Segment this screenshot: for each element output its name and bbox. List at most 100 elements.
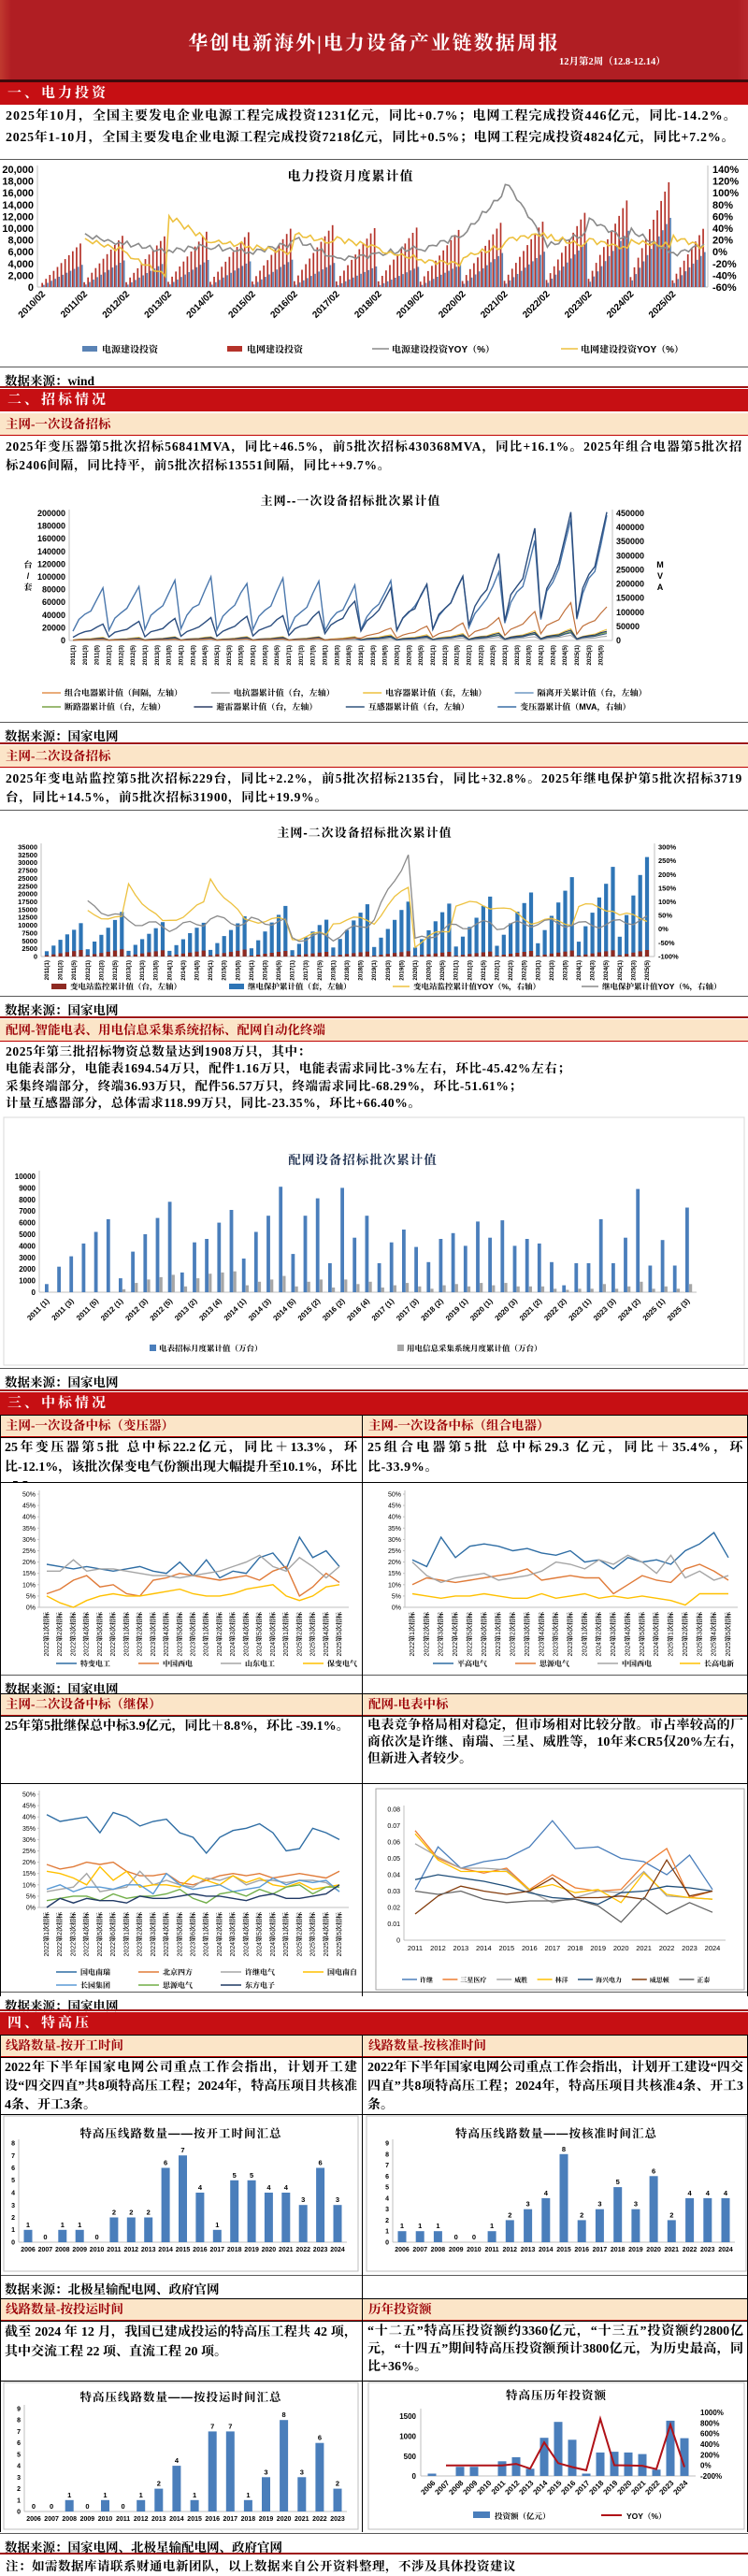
svg-text:2014: 2014	[476, 1944, 492, 1952]
svg-text:2018: 2018	[611, 2247, 626, 2253]
svg-text:8: 8	[282, 2411, 286, 2419]
svg-text:-100%: -100%	[658, 953, 679, 961]
svg-text:2015(5): 2015(5)	[238, 645, 245, 666]
svg-text:4: 4	[175, 2456, 180, 2465]
svg-text:2023(1): 2023(1)	[535, 960, 541, 981]
svg-text:8000: 8000	[19, 1196, 36, 1204]
svg-text:10%: 10%	[388, 1582, 401, 1589]
svg-text:5%: 5%	[26, 1893, 36, 1900]
svg-text:1000: 1000	[399, 2433, 416, 2441]
svg-text:0: 0	[43, 2233, 47, 2241]
svg-text:50%: 50%	[22, 1792, 36, 1799]
svg-text:180000: 180000	[37, 522, 65, 531]
svg-text:2013/02: 2013/02	[143, 289, 175, 321]
svg-text:5: 5	[233, 2171, 237, 2180]
svg-text:2010/02: 2010/02	[17, 289, 49, 321]
svg-text:2013 (4): 2013 (4)	[197, 1297, 223, 1323]
svg-text:电源建设投资: 电源建设投资	[102, 344, 159, 355]
svg-text:2017: 2017	[223, 2516, 238, 2523]
svg-text:林洋: 林洋	[555, 1977, 568, 1984]
svg-text:2014(5): 2014(5)	[194, 960, 201, 981]
svg-text:2025(1): 2025(1)	[617, 960, 624, 981]
svg-text:2023(1): 2023(1)	[502, 645, 509, 666]
svg-text:2017: 2017	[593, 2247, 608, 2253]
svg-text:2024(5): 2024(5)	[603, 960, 610, 981]
svg-text:4: 4	[266, 2183, 271, 2192]
svg-text:0: 0	[28, 282, 34, 294]
svg-text:2015(1): 2015(1)	[214, 645, 221, 666]
svg-text:2019(1): 2019(1)	[371, 960, 378, 981]
svg-text:0: 0	[396, 1938, 400, 1945]
svg-text:2013: 2013	[141, 2247, 156, 2253]
svg-text:7: 7	[385, 2163, 389, 2169]
svg-text:2010: 2010	[467, 2247, 482, 2253]
svg-text:2017 (3): 2017 (3)	[395, 1297, 421, 1323]
svg-text:2007: 2007	[44, 2516, 59, 2523]
svg-text:-200%: -200%	[700, 2472, 722, 2481]
svg-text:2011 (1): 2011 (1)	[25, 1297, 50, 1322]
svg-text:2022第2次招标: 2022第2次招标	[56, 1911, 64, 1956]
svg-text:2017(5): 2017(5)	[317, 960, 324, 981]
svg-text:2023 (1): 2023 (1)	[568, 1297, 594, 1323]
svg-text:3: 3	[385, 2207, 389, 2213]
svg-text:2: 2	[580, 2210, 583, 2219]
svg-text:2024(1): 2024(1)	[538, 645, 544, 666]
svg-text:正泰: 正泰	[697, 1977, 710, 1984]
svg-text:2024第4次招标: 2024第4次招标	[242, 1611, 250, 1656]
svg-text:2022: 2022	[643, 2479, 661, 2497]
svg-text:60000: 60000	[42, 597, 65, 607]
svg-text:120000: 120000	[37, 559, 65, 568]
svg-text:10,000: 10,000	[2, 223, 34, 235]
svg-text:2025第1次招标: 2025第1次招标	[282, 1611, 290, 1656]
svg-text:2020/02: 2020/02	[437, 289, 468, 321]
svg-text:800%: 800%	[700, 2419, 719, 2427]
svg-text:2014(3): 2014(3)	[190, 645, 196, 666]
svg-text:2013(3): 2013(3)	[139, 960, 146, 981]
svg-text:2011: 2011	[485, 2247, 499, 2253]
svg-text:变压器累计值（MVA，右轴）: 变压器累计值（MVA，右轴）	[520, 702, 630, 712]
svg-text:电表招标月度累计值（万台）: 电表招标月度累计值（万台）	[159, 1344, 263, 1353]
svg-text:0: 0	[385, 2240, 389, 2247]
svg-text:5: 5	[11, 2178, 15, 2184]
svg-text:变电站监控累计值YOY（%，右轴）: 变电站监控累计值YOY（%，右轴）	[413, 982, 540, 991]
svg-text:2010: 2010	[475, 2479, 493, 2497]
svg-text:2016 (4): 2016 (4)	[345, 1297, 371, 1323]
svg-text:2014: 2014	[531, 2479, 549, 2497]
svg-text:12500: 12500	[18, 914, 37, 922]
svg-text:0: 0	[412, 2472, 417, 2481]
svg-text:0.03: 0.03	[387, 1889, 400, 1895]
svg-text:25%: 25%	[22, 1849, 36, 1855]
svg-text:2024(5): 2024(5)	[562, 645, 568, 666]
svg-text:2011: 2011	[116, 2516, 130, 2523]
svg-text:15000: 15000	[18, 905, 37, 914]
svg-text:2011(3): 2011(3)	[58, 960, 65, 980]
svg-text:A: A	[657, 583, 664, 592]
svg-text:2023第1次招标: 2023第1次招标	[122, 1911, 130, 1956]
svg-text:45%: 45%	[22, 1504, 36, 1510]
svg-text:2023第4次招标: 2023第4次招标	[538, 1611, 545, 1656]
svg-text:2011: 2011	[408, 1944, 423, 1952]
svg-text:2024第6次招标: 2024第6次招标	[269, 1611, 277, 1656]
svg-text:30%: 30%	[22, 1837, 36, 1844]
svg-text:10%: 10%	[22, 1582, 36, 1589]
svg-text:2019: 2019	[601, 2479, 619, 2497]
svg-text:国电南自: 国电南自	[327, 1968, 357, 1977]
svg-text:4: 4	[385, 2195, 389, 2202]
svg-text:2008: 2008	[55, 2247, 70, 2253]
svg-text:1: 1	[11, 2227, 15, 2234]
svg-text:2024第4次招标: 2024第4次招标	[624, 1611, 631, 1656]
svg-text:2011/02: 2011/02	[59, 289, 90, 320]
svg-text:平高电气: 平高电气	[457, 1660, 487, 1668]
svg-text:140%: 140%	[712, 165, 739, 176]
svg-text:2022第2次招标: 2022第2次招标	[56, 1611, 64, 1656]
svg-text:1: 1	[103, 2491, 107, 2499]
svg-text:1: 1	[490, 2222, 494, 2230]
svg-text:电网建设投资YOY（%）: 电网建设投资YOY（%）	[581, 344, 683, 355]
svg-text:3: 3	[526, 2200, 530, 2209]
svg-text:断路器累计值（台，左轴）: 断路器累计值（台，左轴）	[65, 702, 165, 712]
svg-text:2020(3): 2020(3)	[406, 645, 412, 666]
svg-text:主网--一次设备招标批次累计值: 主网--一次设备招标批次累计值	[261, 494, 441, 508]
svg-text:特高压线路数量——按核准时间汇总: 特高压线路数量——按核准时间汇总	[455, 2127, 658, 2140]
svg-text:30%: 30%	[22, 1537, 36, 1544]
svg-text:中国西电: 中国西电	[622, 1660, 652, 1668]
